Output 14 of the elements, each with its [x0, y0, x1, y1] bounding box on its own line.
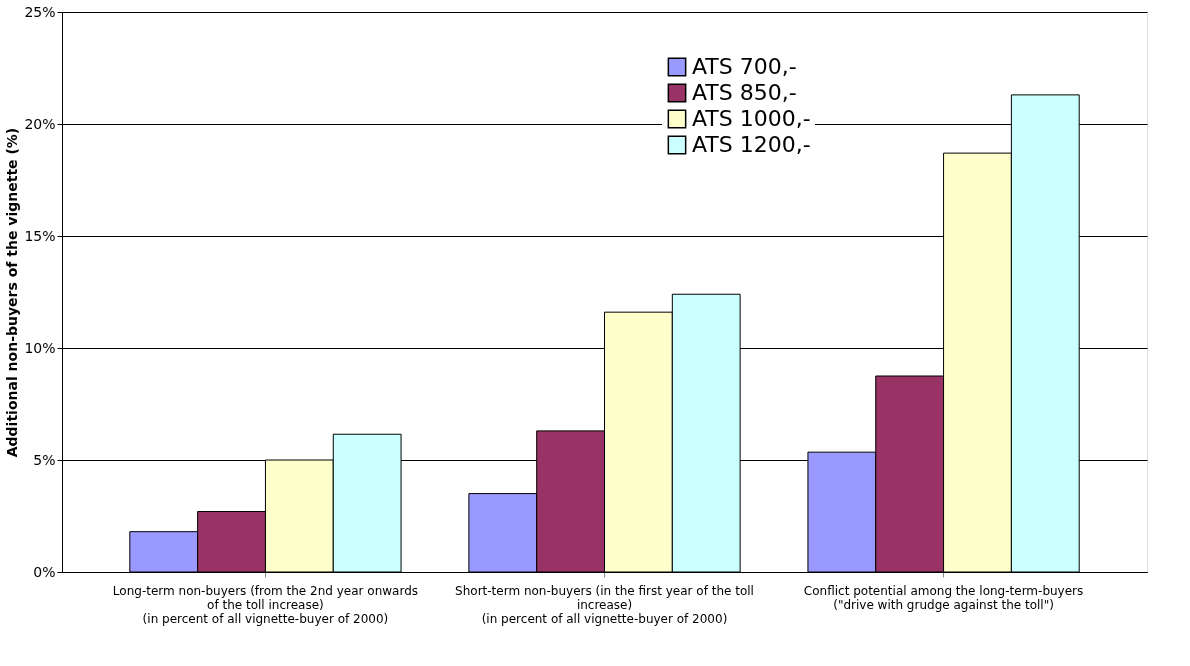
x-tick-label: Conflict potential among the long-term-buyers ("drive with grudge against the toll") [803, 583, 1084, 612]
legend-label: ATS 1000,- [692, 106, 811, 131]
y-axis-title: Additional non-buyers of the vignette (%) [4, 127, 21, 458]
x-tick-label: Short-term non-buyers (in the first year of the toll increase) (in percent of all vignette-buyer of 2000) [455, 583, 754, 626]
y-tick-label: 20% [24, 115, 56, 132]
x-tick-label: Long-term non-buyers (from the 2nd year onwards of the toll increase) (in percent of all vignette-buyer of 2000) [112, 583, 419, 626]
legend-label: ATS 850,- [692, 80, 797, 105]
y-tick-label: 5% [33, 451, 56, 468]
y-tick-label: 0% [33, 563, 56, 580]
y-tick-label: 25% [24, 3, 56, 20]
y-tick-label: 15% [24, 227, 56, 244]
legend-label: ATS 1200,- [692, 132, 811, 157]
y-tick-label: 10% [24, 339, 56, 356]
legend-label: ATS 700,- [692, 54, 797, 79]
